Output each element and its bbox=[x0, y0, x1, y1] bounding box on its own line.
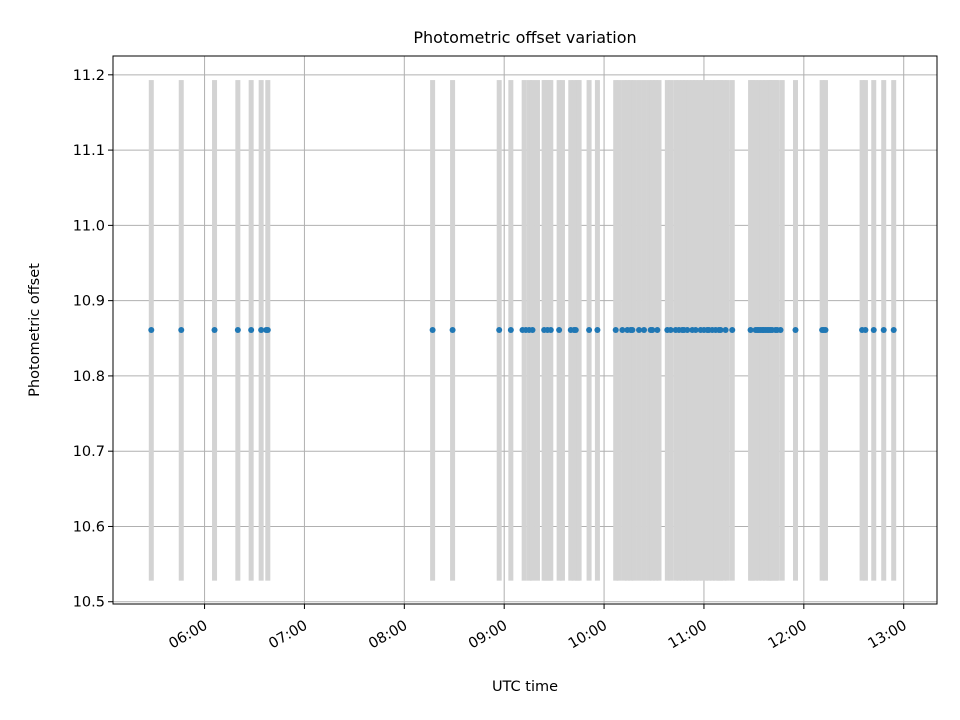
data-point-0-52 bbox=[722, 327, 729, 333]
y-tick-label-2: 10.7 bbox=[73, 444, 105, 460]
data-point-0-30 bbox=[636, 327, 643, 333]
data-point-0-31 bbox=[641, 327, 648, 333]
data-point-0-77 bbox=[890, 327, 897, 333]
data-point-0-11 bbox=[507, 327, 514, 333]
y-tick-label-7: 11.2 bbox=[73, 68, 105, 84]
data-point-0-29 bbox=[629, 327, 636, 333]
data-point-0-36 bbox=[667, 327, 674, 333]
data-point-0-34 bbox=[654, 327, 661, 333]
data-point-0-15 bbox=[529, 327, 536, 333]
range-bar-24 bbox=[576, 80, 582, 581]
y-axis-label: Photometric offset bbox=[27, 263, 43, 397]
data-point-0-51 bbox=[717, 327, 724, 333]
data-point-0-54 bbox=[747, 327, 754, 333]
data-point-0-1 bbox=[178, 327, 185, 333]
data-point-0-53 bbox=[729, 327, 736, 333]
data-point-0-7 bbox=[264, 327, 271, 333]
y-axis: 10.5 10.6 10.7 10.8 10.9 11.0 11.1 11.2 bbox=[73, 68, 113, 611]
data-point-0-5 bbox=[258, 327, 265, 333]
data-point-0-18 bbox=[547, 327, 554, 333]
y-tick-label-5: 11.0 bbox=[73, 218, 105, 234]
data-point-0-19 bbox=[556, 327, 563, 333]
x-axis-label: UTC time bbox=[492, 679, 558, 695]
data-point-0-2 bbox=[211, 327, 218, 333]
data-point-0-68 bbox=[777, 327, 784, 333]
data-point-0-72 bbox=[822, 327, 829, 333]
data-point-0-0 bbox=[148, 327, 155, 333]
range-bar-28 bbox=[616, 80, 622, 581]
y-tick-label-1: 10.6 bbox=[73, 519, 105, 535]
data-point-0-75 bbox=[870, 327, 877, 333]
range-bar-14 bbox=[534, 80, 540, 581]
range-bar-20 bbox=[559, 80, 565, 581]
data-point-0-41 bbox=[684, 327, 691, 333]
data-point-0-25 bbox=[612, 327, 619, 333]
y-tick-label-6: 11.1 bbox=[73, 143, 105, 159]
data-points bbox=[148, 327, 897, 333]
data-point-0-3 bbox=[234, 327, 241, 333]
y-tick-label-0: 10.5 bbox=[73, 595, 105, 611]
plot-frame bbox=[112, 55, 938, 605]
data-point-0-69 bbox=[792, 327, 799, 333]
data-point-0-43 bbox=[692, 327, 699, 333]
data-point-0-33 bbox=[649, 327, 656, 333]
data-point-0-26 bbox=[619, 327, 626, 333]
y-tick-label-3: 10.8 bbox=[73, 369, 105, 385]
data-point-0-76 bbox=[880, 327, 887, 333]
chart-title: Photometric offset variation bbox=[413, 28, 636, 47]
data-point-0-23 bbox=[586, 327, 593, 333]
data-point-0-8 bbox=[429, 327, 436, 333]
data-point-0-24 bbox=[594, 327, 601, 333]
y-tick-label-4: 10.9 bbox=[73, 294, 105, 310]
data-point-0-22 bbox=[572, 327, 579, 333]
data-point-0-10 bbox=[496, 327, 503, 333]
data-point-0-74 bbox=[862, 327, 869, 333]
data-point-0-4 bbox=[248, 327, 255, 333]
data-point-0-9 bbox=[449, 327, 456, 333]
